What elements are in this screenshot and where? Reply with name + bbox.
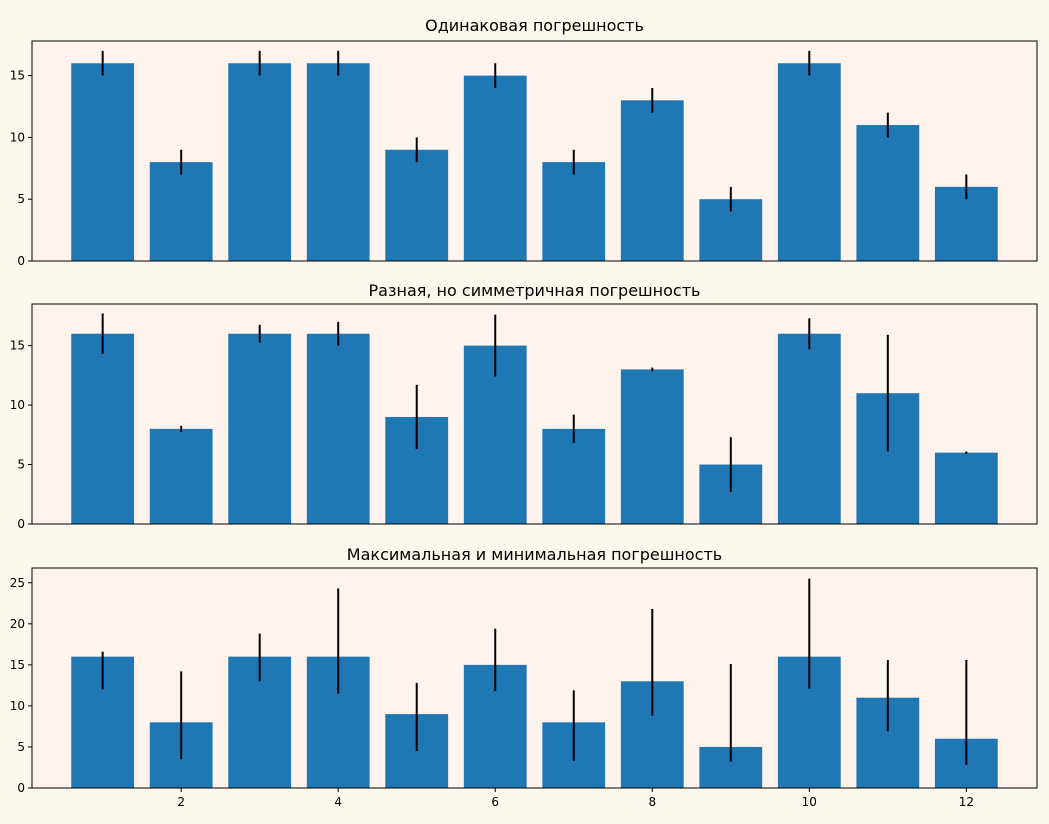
bar — [71, 63, 135, 261]
y-tick-label: 0 — [17, 781, 25, 795]
x-tick-label: 12 — [959, 795, 974, 809]
bar — [385, 149, 449, 261]
y-tick-label: 15 — [10, 339, 25, 353]
axes-frame — [31, 303, 1038, 525]
panel-1: Одинаковая погрешность 0 5 10 15 — [10, 16, 1038, 268]
panel-3: Максимальная и минимальная погрешность 0… — [10, 545, 1038, 809]
x-tick-label: 8 — [648, 795, 656, 809]
y-tick-label: 15 — [10, 658, 25, 672]
y-tick-label: 0 — [17, 254, 25, 268]
bar — [934, 452, 998, 524]
axes-frame — [31, 40, 1038, 262]
chart-title: Разная, но симметричная погрешность — [369, 281, 701, 300]
chart-title: Одинаковая погрешность — [425, 16, 644, 35]
bar — [856, 125, 920, 261]
bar — [71, 333, 135, 524]
x-tick-label: 2 — [177, 795, 185, 809]
y-tick-label: 5 — [17, 740, 25, 754]
y-tick-label: 10 — [10, 398, 25, 412]
y-tick-label: 10 — [10, 699, 25, 713]
y-tick-label: 5 — [17, 458, 25, 472]
bar — [542, 162, 606, 261]
bar — [620, 369, 684, 524]
bar — [149, 428, 213, 524]
bar — [777, 333, 841, 524]
bar — [228, 333, 292, 524]
plot-area — [71, 578, 998, 788]
bar — [228, 63, 292, 261]
y-tick-label: 25 — [10, 576, 25, 590]
plot-area — [71, 313, 998, 524]
y-tick-label: 10 — [10, 130, 25, 144]
bar — [306, 63, 370, 261]
x-tick-label: 6 — [491, 795, 499, 809]
x-tick-label: 4 — [334, 795, 342, 809]
plot-area — [71, 50, 998, 262]
x-tick-label: 10 — [802, 795, 817, 809]
bar — [542, 428, 606, 524]
y-tick-label: 5 — [17, 192, 25, 206]
bar — [620, 100, 684, 262]
y-tick-label: 0 — [17, 517, 25, 531]
y-tick-label: 20 — [10, 617, 25, 631]
y-tick-label: 15 — [10, 69, 25, 83]
bar — [463, 75, 527, 261]
bar — [777, 63, 841, 261]
panel-2: Разная, но симметричная погрешность 0 5 10… — [10, 281, 1038, 531]
bar — [149, 162, 213, 261]
axes-frame — [31, 567, 1038, 789]
chart-title: Максимальная и минимальная погрешность — [347, 545, 722, 564]
bar — [306, 333, 370, 524]
